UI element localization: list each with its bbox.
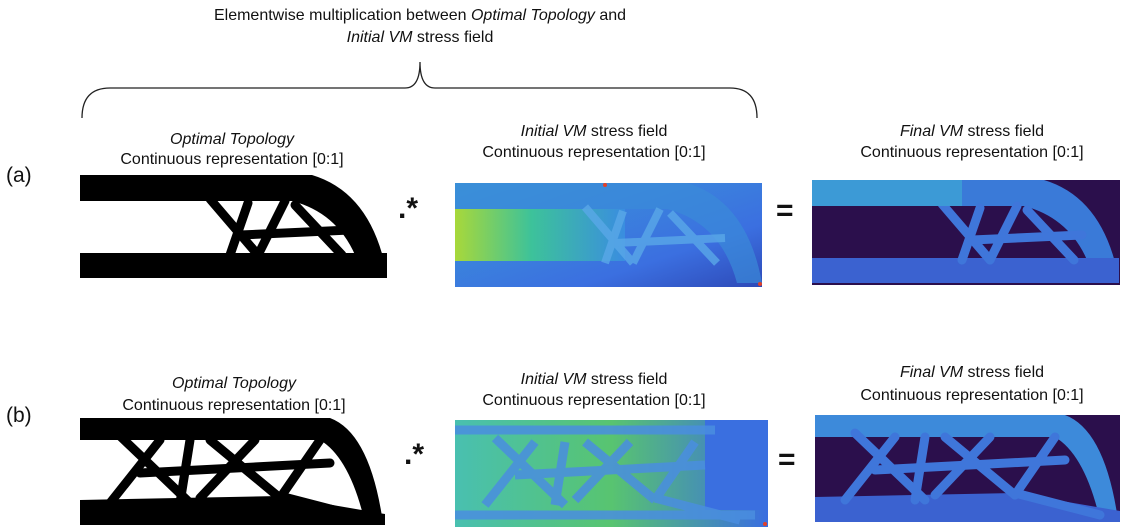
header-text: and bbox=[595, 7, 626, 24]
title-text: Initial VM bbox=[521, 371, 587, 388]
final-stress-image bbox=[815, 415, 1120, 522]
topology-image bbox=[80, 418, 385, 525]
row-label: (b) bbox=[6, 404, 32, 428]
title-text: stress field bbox=[963, 364, 1044, 381]
panel-subtitle: Continuous representation [0:1] bbox=[860, 143, 1083, 163]
panel-subtitle: Continuous representation [0:1] bbox=[482, 391, 705, 411]
initial-stress-image bbox=[455, 420, 768, 527]
row-label: (a) bbox=[6, 164, 32, 188]
title-text: stress field bbox=[586, 371, 667, 388]
panel-title: Final VM stress field bbox=[900, 122, 1044, 142]
graphics bbox=[0, 0, 1128, 531]
title-text: stress field bbox=[586, 123, 667, 140]
operator: .* bbox=[398, 192, 418, 226]
panel-subtitle: Continuous representation [0:1] bbox=[482, 143, 705, 163]
header-text: stress field bbox=[412, 29, 493, 46]
header-line: Elementwise multiplication between Optim… bbox=[214, 6, 626, 26]
header-text: Elementwise multiplication between bbox=[214, 7, 471, 24]
panel-subtitle: Continuous representation [0:1] bbox=[120, 150, 343, 170]
title-text: stress field bbox=[963, 123, 1044, 140]
panel-subtitle: Continuous representation [0:1] bbox=[122, 396, 345, 416]
operator: .* bbox=[404, 438, 424, 472]
final-stress-image bbox=[812, 180, 1120, 285]
topology-image bbox=[80, 175, 387, 278]
operator: = bbox=[778, 443, 796, 477]
header-text: Optimal Topology bbox=[471, 7, 595, 24]
title-text: Final VM bbox=[900, 364, 963, 381]
panel-title: Optimal Topology bbox=[172, 374, 296, 394]
initial-stress-image bbox=[455, 183, 762, 287]
panel-title: Initial VM stress field bbox=[521, 122, 668, 142]
title-text: Final VM bbox=[900, 123, 963, 140]
panel-subtitle: Continuous representation [0:1] bbox=[860, 386, 1083, 406]
operator: = bbox=[776, 194, 794, 228]
panel-title: Final VM stress field bbox=[900, 363, 1044, 383]
title-text: Optimal Topology bbox=[172, 375, 296, 392]
panel-title: Optimal Topology bbox=[170, 130, 294, 150]
brace bbox=[82, 62, 757, 118]
header-line: Initial VM stress field bbox=[347, 28, 494, 48]
title-text: Optimal Topology bbox=[170, 131, 294, 148]
figure: Elementwise multiplication between Optim… bbox=[0, 0, 1128, 531]
header-text: Initial VM bbox=[347, 29, 413, 46]
title-text: Initial VM bbox=[521, 123, 587, 140]
panel-title: Initial VM stress field bbox=[521, 370, 668, 390]
